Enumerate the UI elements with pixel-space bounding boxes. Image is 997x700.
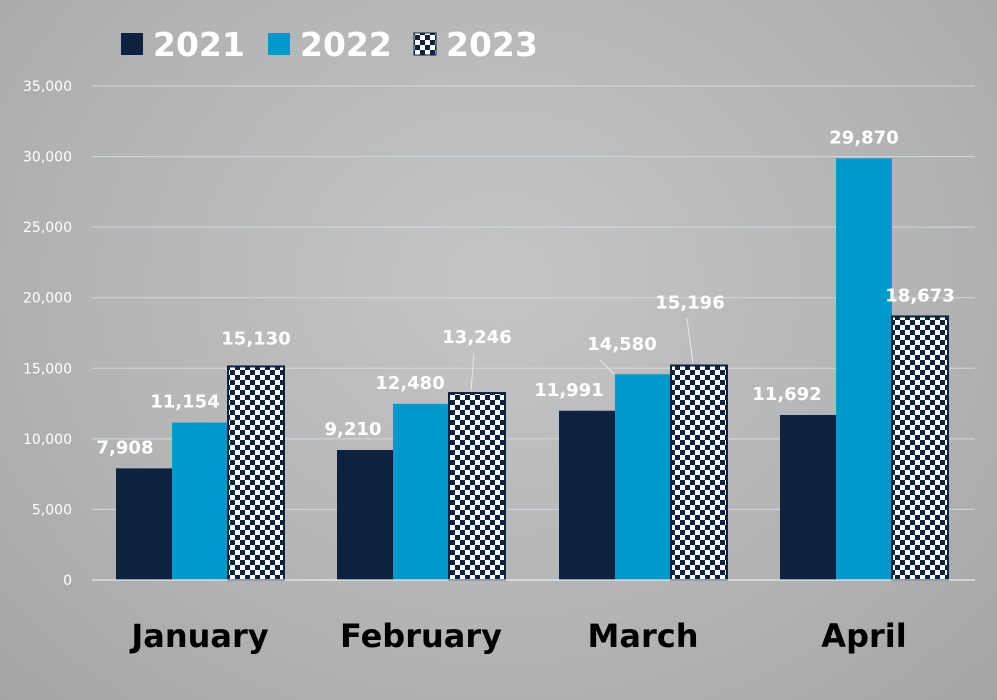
- x-category-label-february: February: [340, 617, 502, 655]
- leader-line: [599, 359, 615, 375]
- bar-2022-march: [615, 374, 671, 580]
- y-tick-label: 0: [63, 573, 72, 589]
- x-category-label-april: April: [821, 617, 906, 655]
- x-axis: January February March April: [92, 579, 975, 655]
- bars: [116, 158, 949, 582]
- x-category-label-march: March: [588, 617, 699, 655]
- data-labels: 7,908 9,210 11,991 11,692 11,154 12,480 14,580…: [97, 127, 955, 458]
- data-label-2023-january: 15,130: [221, 328, 290, 349]
- y-tick-label: 35,000: [23, 79, 72, 95]
- bar-2021-march: [559, 410, 615, 580]
- y-tick-label: 30,000: [23, 150, 72, 166]
- y-tick-label: 15,000: [23, 361, 72, 377]
- bar-2021-february: [337, 450, 393, 580]
- x-category-label-january: January: [129, 617, 268, 655]
- legend: 2021 2022 2023: [121, 25, 538, 64]
- data-label-2022-march: 14,580: [587, 334, 656, 355]
- y-tick-label: 20,000: [23, 291, 72, 307]
- bar-2022-january: [172, 422, 228, 580]
- bar-2021-april: [780, 414, 836, 580]
- data-label-2021-january: 7,908: [97, 437, 154, 458]
- legend-label-2021: 2021: [153, 25, 245, 64]
- data-label-2021-february: 9,210: [325, 419, 382, 440]
- bar-2021-january: [116, 468, 172, 580]
- data-label-2022-april: 29,870: [829, 127, 898, 148]
- data-label-2021-april: 11,692: [752, 384, 821, 405]
- leader-line: [470, 353, 475, 392]
- legend-label-2022: 2022: [300, 25, 392, 64]
- leader-line: [686, 318, 694, 364]
- bar-2023-january: [227, 365, 285, 582]
- y-axis-tick-labels: 0 5,000 10,000 15,000 20,000 25,000 30,000 35,0…: [23, 79, 72, 589]
- data-label-2022-february: 12,480: [375, 373, 444, 394]
- bar-2023-april: [891, 315, 949, 581]
- bar-2023-february: [448, 392, 506, 581]
- bar-2022-april: [836, 158, 892, 580]
- bar-2023-march: [670, 364, 728, 581]
- legend-swatch-2021: [121, 33, 143, 55]
- data-label-2023-march: 15,196: [655, 293, 724, 314]
- data-label-2022-january: 11,154: [150, 392, 219, 413]
- legend-swatch-2023: [413, 32, 437, 56]
- data-label-2023-april: 18,673: [885, 285, 954, 306]
- bar-2022-february: [393, 403, 449, 580]
- y-tick-label: 10,000: [23, 432, 72, 448]
- legend-label-2023: 2023: [446, 25, 538, 64]
- legend-swatch-2022: [268, 33, 290, 55]
- data-label-2021-march: 11,991: [534, 380, 603, 401]
- y-tick-label: 25,000: [23, 220, 72, 236]
- y-tick-label: 5,000: [32, 502, 72, 518]
- data-label-2023-february: 13,246: [442, 327, 511, 348]
- leader-lines: [470, 318, 694, 392]
